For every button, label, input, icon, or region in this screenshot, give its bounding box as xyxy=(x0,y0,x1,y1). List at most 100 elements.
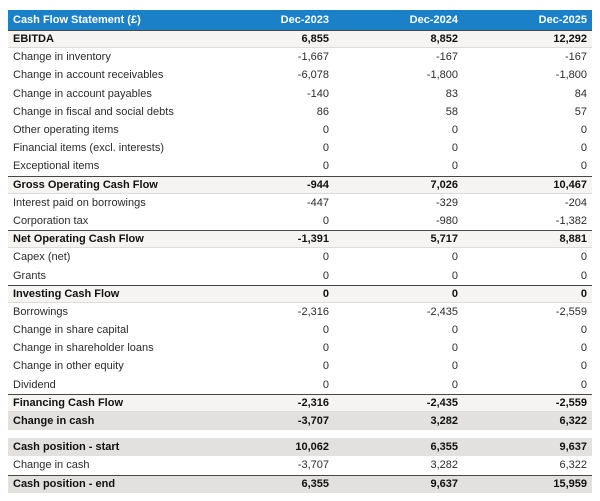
row-value-col2: -2,435 xyxy=(426,305,458,318)
row-value-col3: 0 xyxy=(580,378,587,391)
column-header-dec-2025: Dec-2025 xyxy=(538,14,587,26)
table-row: Gross Operating Cash Flow -944 7,026 10,467 xyxy=(8,175,592,194)
row-value-col3: 6,322 xyxy=(559,415,587,428)
row-value-col1: 0 xyxy=(322,378,329,391)
row-value-col1: 0 xyxy=(322,124,329,137)
table-row: Cash position - start 10,062 6,355 9,637 xyxy=(8,438,592,457)
row-value-col3: 0 xyxy=(580,124,587,137)
table-row: Dividend 0 0 0 xyxy=(8,375,592,394)
cash-flow-statement-table: Cash Flow Statement (£) Dec-2023 Dec-202… xyxy=(8,10,592,493)
row-value-col2: 0 xyxy=(451,378,458,391)
row-value-col2: 83 xyxy=(445,87,458,100)
row-value-col2: 9,637 xyxy=(430,478,458,491)
row-label: Financing Cash Flow xyxy=(13,396,124,409)
row-value-col3: 9,637 xyxy=(559,441,587,454)
table-row: Change in cash -3,707 3,282 6,322 xyxy=(8,456,592,475)
row-label: Other operating items xyxy=(13,124,119,137)
row-label: Cash position - start xyxy=(13,441,120,454)
row-value-col3: 8,881 xyxy=(559,233,587,246)
table-header-row: Cash Flow Statement (£) Dec-2023 Dec-202… xyxy=(8,10,592,30)
table-row: Change in account receivables -6,078 -1,80… xyxy=(8,66,592,85)
row-value-col1: 0 xyxy=(322,287,329,300)
row-value-col2: 0 xyxy=(451,142,458,155)
row-value-col3: -1,800 xyxy=(555,69,587,82)
row-value-col1: 86 xyxy=(316,105,329,118)
table-row: Change in shareholder loans 0 0 0 xyxy=(8,339,592,358)
table-row: Exceptional items 0 0 0 xyxy=(8,157,592,176)
row-value-col3: 0 xyxy=(580,342,587,355)
table-row: Borrowings -2,316 -2,435 -2,559 xyxy=(8,302,592,321)
row-value-col2: 0 xyxy=(451,160,458,173)
row-label: Change in other equity xyxy=(13,360,124,373)
row-value-col3: -2,559 xyxy=(555,305,587,318)
row-value-col3: 0 xyxy=(580,269,587,282)
row-label: Gross Operating Cash Flow xyxy=(13,178,158,191)
table-row: Cash position - end 6,355 9,637 15,959 xyxy=(8,474,592,493)
row-value-col3: 0 xyxy=(580,160,587,173)
row-value-col1: 0 xyxy=(322,160,329,173)
row-value-col3: -2,559 xyxy=(555,396,587,409)
row-value-col1: -1,667 xyxy=(297,51,329,64)
row-value-col1: 6,855 xyxy=(301,33,329,46)
table-row: Change in cash -3,707 3,282 6,322 xyxy=(8,411,592,431)
table-row: Change in share capital 0 0 0 xyxy=(8,321,592,340)
row-value-col2: 8,852 xyxy=(430,33,458,46)
row-value-col3: 10,467 xyxy=(553,178,587,191)
row-value-col1: 0 xyxy=(322,142,329,155)
row-value-col2: 0 xyxy=(451,342,458,355)
row-value-col1: 0 xyxy=(322,269,329,282)
row-value-col3: 0 xyxy=(580,360,587,373)
row-value-col1: -3,707 xyxy=(297,415,329,428)
table-title: Cash Flow Statement (£) xyxy=(13,14,141,26)
row-value-col3: 6,322 xyxy=(559,459,587,472)
row-label: Exceptional items xyxy=(13,160,100,173)
table-row: Investing Cash Flow 0 0 0 xyxy=(8,284,592,303)
table-row: Capex (net) 0 0 0 xyxy=(8,248,592,267)
row-value-col2: 0 xyxy=(451,287,458,300)
table-row: Change in other equity 0 0 0 xyxy=(8,357,592,376)
row-label: Net Operating Cash Flow xyxy=(13,233,144,246)
table-row: Other operating items 0 0 0 xyxy=(8,120,592,140)
row-value-col2: 6,355 xyxy=(430,441,458,454)
row-value-col2: 58 xyxy=(445,105,458,118)
row-label: Change in share capital xyxy=(13,324,129,337)
row-value-col2: -980 xyxy=(435,214,458,227)
row-value-col1: -2,316 xyxy=(297,396,329,409)
row-value-col3: 12,292 xyxy=(553,33,587,46)
row-value-col1: 10,062 xyxy=(295,441,329,454)
table-row: Change in fiscal and social debts 86 58 57 xyxy=(8,102,592,121)
row-value-col3: 0 xyxy=(580,324,587,337)
row-value-col1: 0 xyxy=(322,251,329,264)
row-value-col1: 6,355 xyxy=(301,478,329,491)
row-value-col1: 0 xyxy=(322,214,329,227)
row-label: Cash position - end xyxy=(13,478,116,491)
row-value-col2: -1,800 xyxy=(426,69,458,82)
row-label: Dividend xyxy=(13,378,56,391)
row-value-col2: 3,282 xyxy=(430,459,458,472)
row-label: EBITDA xyxy=(13,33,54,46)
row-value-col1: -944 xyxy=(306,178,329,191)
row-value-col2: 0 xyxy=(451,360,458,373)
row-value-col2: 5,717 xyxy=(430,233,458,246)
column-header-dec-2023: Dec-2023 xyxy=(280,14,329,26)
row-value-col2: 3,282 xyxy=(430,415,458,428)
row-label: Change in inventory xyxy=(13,51,111,64)
row-value-col2: 0 xyxy=(451,124,458,137)
row-label: Change in account receivables xyxy=(13,69,164,82)
row-value-col1: 0 xyxy=(322,324,329,337)
row-label: Interest paid on borrowings xyxy=(13,196,146,209)
row-label: Change in shareholder loans xyxy=(13,342,154,355)
row-value-col2: -329 xyxy=(435,196,458,209)
row-value-col2: 0 xyxy=(451,269,458,282)
row-label: Investing Cash Flow xyxy=(13,287,120,300)
row-value-col1: -447 xyxy=(306,196,329,209)
row-value-col1: -6,078 xyxy=(297,69,329,82)
row-value-col2: 0 xyxy=(451,251,458,264)
row-value-col2: -2,435 xyxy=(426,396,458,409)
row-label: Corporation tax xyxy=(13,214,89,227)
column-header-dec-2024: Dec-2024 xyxy=(409,14,458,26)
section-spacer xyxy=(8,430,592,439)
row-value-col3: 15,959 xyxy=(553,478,587,491)
table-row: Grants 0 0 0 xyxy=(8,266,592,285)
row-value-col1: -3,707 xyxy=(297,459,329,472)
